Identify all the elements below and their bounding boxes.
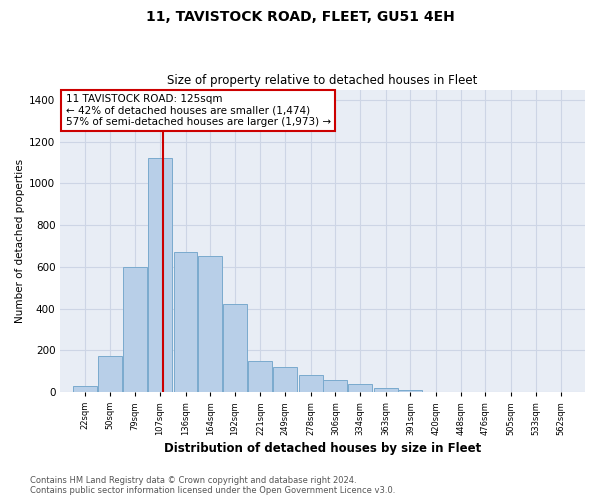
Text: 11 TAVISTOCK ROAD: 125sqm
← 42% of detached houses are smaller (1,474)
57% of se: 11 TAVISTOCK ROAD: 125sqm ← 42% of detac… — [65, 94, 331, 128]
Bar — [148, 158, 172, 392]
Bar — [98, 356, 122, 392]
Bar — [123, 267, 147, 392]
Bar — [348, 384, 372, 392]
X-axis label: Distribution of detached houses by size in Fleet: Distribution of detached houses by size … — [164, 442, 481, 455]
Bar — [198, 256, 222, 392]
Bar — [273, 367, 297, 392]
Bar — [248, 360, 272, 392]
Bar — [73, 386, 97, 392]
Bar — [374, 388, 398, 392]
Y-axis label: Number of detached properties: Number of detached properties — [15, 158, 25, 323]
Bar — [223, 304, 247, 392]
Bar — [323, 380, 347, 392]
Bar — [299, 376, 323, 392]
Bar — [173, 252, 197, 392]
Bar — [398, 390, 422, 392]
Text: 11, TAVISTOCK ROAD, FLEET, GU51 4EH: 11, TAVISTOCK ROAD, FLEET, GU51 4EH — [146, 10, 454, 24]
Title: Size of property relative to detached houses in Fleet: Size of property relative to detached ho… — [167, 74, 478, 87]
Text: Contains HM Land Registry data © Crown copyright and database right 2024.
Contai: Contains HM Land Registry data © Crown c… — [30, 476, 395, 495]
